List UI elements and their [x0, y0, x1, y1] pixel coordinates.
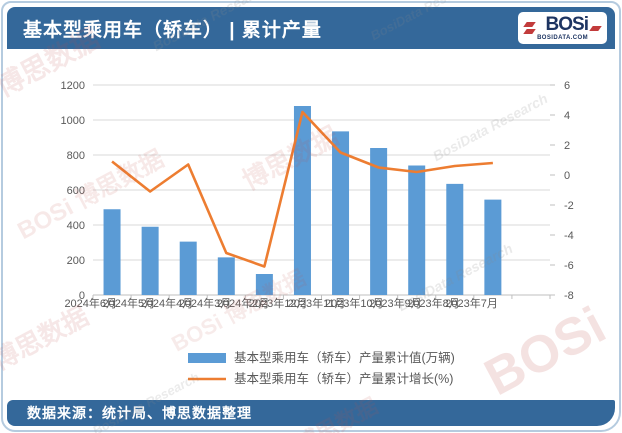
- x-axis-label: 2024年4月: [141, 296, 194, 310]
- bar-2023年12月: [293, 106, 311, 295]
- right-axis-label: -8: [564, 290, 574, 302]
- combo-chart: 0 200 400 600 800 1000 1200 -8 -6 -4 -2 0 2 4 6 2024年6月…: [61, 80, 574, 386]
- page-title: 基本型乘用车（轿车） | 累计产量: [23, 19, 322, 41]
- right-axis-label: 4: [564, 110, 570, 122]
- trend-line: [111, 110, 493, 268]
- logo-text: BOSi: [545, 14, 589, 35]
- bosi-logo: BOSi BOSIDATA.COM: [518, 12, 607, 44]
- x-axis-label: 2023年9月: [369, 296, 422, 310]
- x-axis-label: 2024年6月: [64, 296, 117, 310]
- logo-stripe-right-icon: [589, 25, 602, 32]
- bar-2023年11月: [332, 131, 350, 295]
- x-axis-label: 2023年10月: [325, 296, 384, 310]
- left-axis-label: 200: [67, 255, 85, 267]
- bar-2024年6月: [103, 209, 121, 295]
- left-axis-label: 600: [67, 185, 85, 197]
- x-axis-label: 2023年12月: [249, 296, 308, 310]
- bar-2023年7月: [484, 199, 502, 295]
- x-axis-label: 2024年2月: [217, 296, 270, 310]
- data-source-text: 数据来源：统计局、博思数据整理: [27, 405, 252, 421]
- logo-stripes-icon: [523, 21, 536, 35]
- right-axis-label: -6: [564, 260, 574, 272]
- right-axis-label: 6: [564, 80, 570, 92]
- x-axis-label: 2024年3月: [179, 296, 232, 310]
- x-axis-label: 2023年11月: [288, 296, 346, 310]
- bar-2024年4月: [179, 241, 197, 295]
- legend-label-bar: 基本型乘用车（轿车）产量累计值(万辆): [234, 350, 455, 365]
- bar-2024年3月: [217, 257, 235, 295]
- right-axis-label: -4: [564, 230, 574, 242]
- bar-2024年5月: [141, 226, 159, 295]
- logo-subtext: BOSIDATA.COM: [537, 35, 588, 41]
- right-axis-label: -2: [564, 200, 574, 212]
- left-axis-label: 400: [67, 220, 85, 232]
- left-axis-label: 1000: [61, 115, 85, 127]
- bar-2024年2月: [255, 274, 273, 295]
- right-axis-label: 2: [564, 140, 570, 152]
- right-axis-label: 0: [564, 170, 570, 182]
- footer-bar: 数据来源：统计局、博思数据整理: [7, 400, 615, 426]
- x-axis-label: 2024年5月: [103, 296, 156, 310]
- chart-area: 0 200 400 600 800 1000 1200 -8 -6 -4 -2 0 2 4 6 2024年6月…: [3, 48, 622, 400]
- bar-2023年8月: [446, 183, 464, 295]
- header-bar: 基本型乘用车（轿车） | 累计产量 BOSi BOSIDATA.COM: [7, 7, 615, 49]
- legend-label-line: 基本型乘用车（轿车）产量累计增长(%): [234, 371, 453, 386]
- x-axis-label: 2023年8月: [407, 296, 460, 310]
- legend-swatch-bar: [188, 353, 226, 363]
- left-axis-label: 1200: [61, 80, 85, 92]
- left-axis-label: 0: [79, 290, 85, 302]
- bar-2023年10月: [370, 148, 388, 295]
- left-axis-label: 800: [67, 150, 85, 162]
- x-axis-label: 2023年7月: [445, 296, 498, 310]
- bar-2023年9月: [408, 165, 426, 295]
